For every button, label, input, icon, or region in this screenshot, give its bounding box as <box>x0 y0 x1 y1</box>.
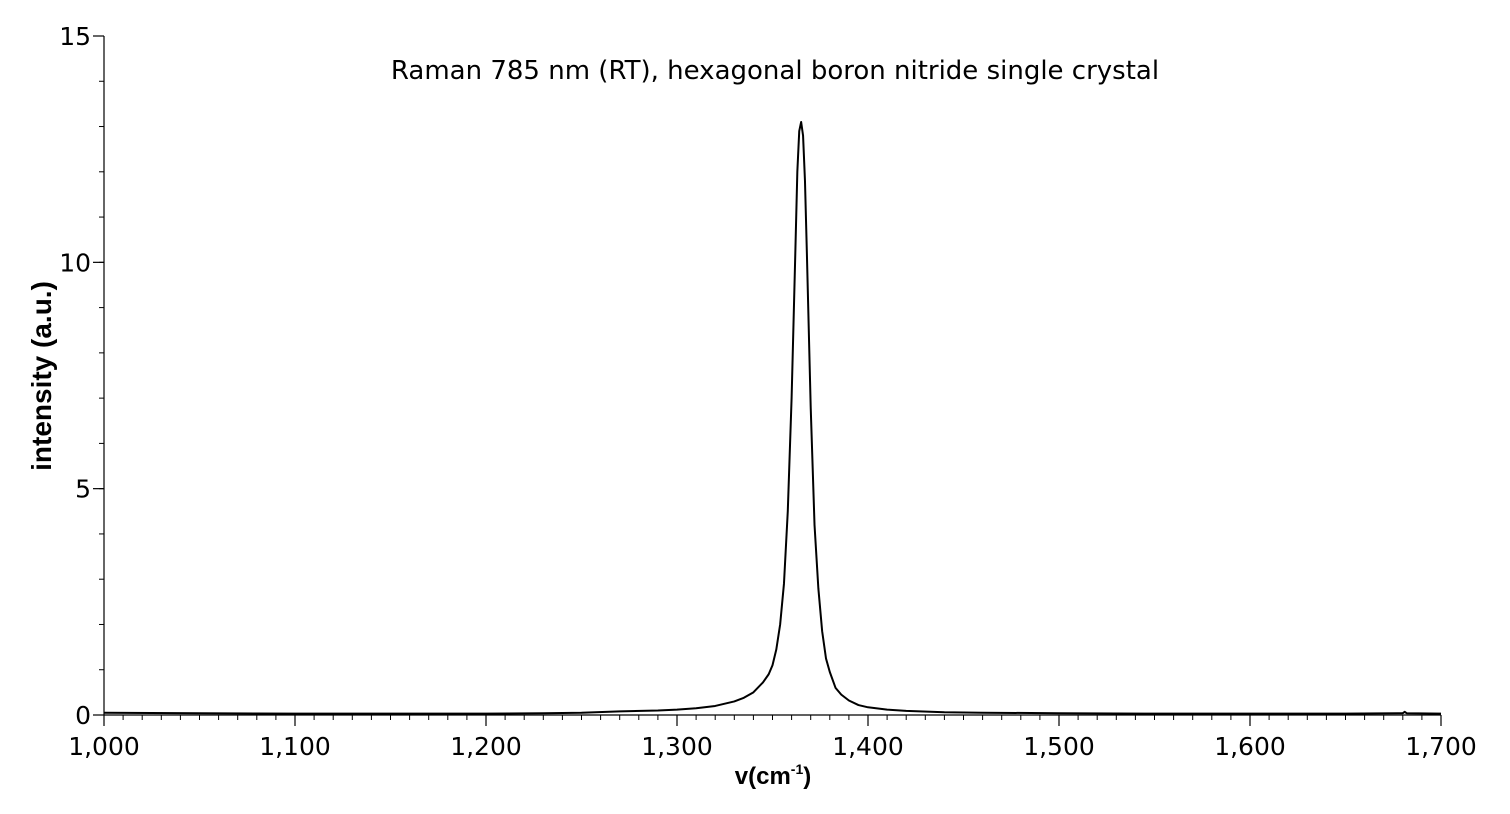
y-tick-label: 10 <box>59 248 91 277</box>
x-tick-label: 1,300 <box>641 732 713 761</box>
y-axis-label: intensity (a.u.) <box>26 281 57 471</box>
x-tick-label: 1,200 <box>450 732 522 761</box>
axes-group <box>103 36 1441 716</box>
tick-labels-group: 1,000 1,100 1,200 1,300 1,400 1,500 1,600 1,700… <box>59 22 1477 761</box>
y-tick-label: 0 <box>75 701 91 730</box>
y-tick-label: 5 <box>75 475 91 504</box>
x-tick-label: 1,500 <box>1023 732 1095 761</box>
x-axis-title-main: v(cm <box>735 763 791 790</box>
x-tick-label: 1,400 <box>832 732 904 761</box>
x-tick-label: 1,700 <box>1405 732 1477 761</box>
x-tick-label: 1,000 <box>68 732 140 761</box>
x-tick-label: 1,600 <box>1214 732 1286 761</box>
chart-title: Raman 785 nm (RT), hexagonal boron nitri… <box>391 56 1159 86</box>
x-axis-title-superscript: -1 <box>791 761 804 777</box>
y-axis-title: intensity (a.u.) <box>26 281 57 471</box>
x-axis-title: v(cm-1) <box>735 761 811 790</box>
y-tick-label: 15 <box>59 22 91 51</box>
x-axis-title-suffix: ) <box>803 763 811 790</box>
x-tick-label: 1,100 <box>259 732 331 761</box>
plot-area <box>103 121 1442 715</box>
spectrum-line <box>103 121 1442 715</box>
ticks-group <box>93 35 1442 726</box>
